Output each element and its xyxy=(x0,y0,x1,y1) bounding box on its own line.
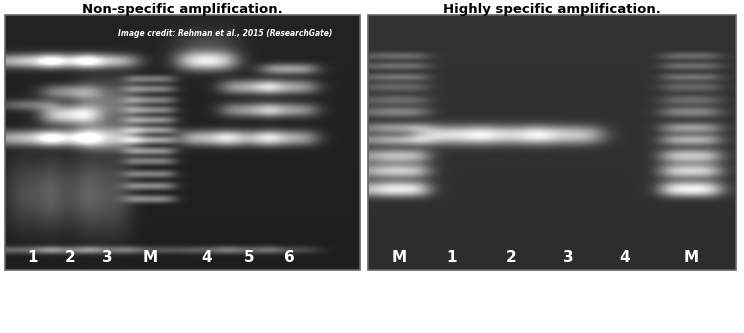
Text: M: M xyxy=(684,250,699,265)
Bar xyxy=(5,15,360,270)
Text: 3: 3 xyxy=(102,250,112,265)
Text: Non-specific amplification.: Non-specific amplification. xyxy=(82,3,283,16)
Text: 3: 3 xyxy=(562,250,574,265)
Text: 5: 5 xyxy=(244,250,254,265)
Text: Image credit: Rehman et al., 2015 (ResearchGate): Image credit: Rehman et al., 2015 (Resea… xyxy=(118,29,333,38)
Text: 4: 4 xyxy=(620,250,630,265)
Text: M: M xyxy=(391,250,406,265)
Bar xyxy=(368,15,736,270)
Text: M: M xyxy=(142,250,158,265)
Text: 4: 4 xyxy=(202,250,212,265)
Text: 1: 1 xyxy=(28,250,38,265)
Text: 2: 2 xyxy=(506,250,516,265)
Text: 2: 2 xyxy=(65,250,75,265)
Text: 1: 1 xyxy=(446,250,458,265)
Text: 6: 6 xyxy=(283,250,295,265)
Text: Highly specific amplification.: Highly specific amplification. xyxy=(443,3,661,16)
